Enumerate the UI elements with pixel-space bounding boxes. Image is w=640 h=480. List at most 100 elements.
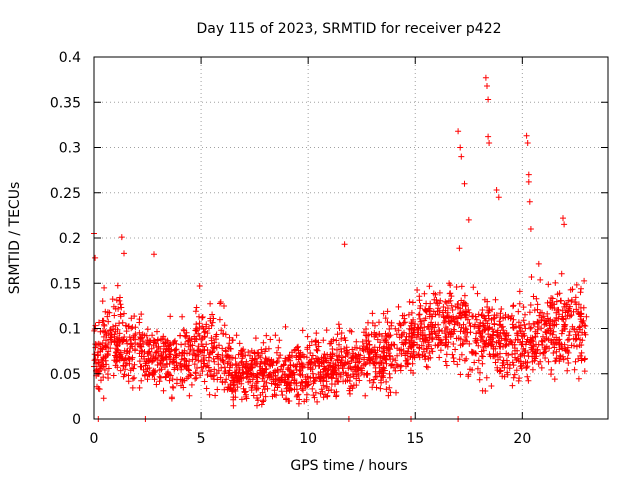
- data-point: [406, 298, 413, 305]
- data-point: [538, 337, 545, 344]
- data-point: [376, 331, 383, 338]
- data-point: [182, 362, 189, 369]
- data-point: [459, 341, 466, 348]
- data-point: [447, 318, 454, 324]
- data-point: [309, 385, 316, 392]
- data-point: [250, 372, 257, 379]
- data-point: [211, 339, 218, 346]
- data-point: [573, 281, 580, 288]
- data-point: [422, 315, 429, 322]
- data-point: [302, 382, 308, 389]
- data-point: [382, 338, 389, 344]
- data-point: [153, 349, 160, 356]
- data-point: [475, 357, 482, 364]
- data-point: [279, 368, 286, 375]
- data-point: [580, 317, 587, 324]
- data-point: [502, 333, 509, 339]
- data-point: [496, 318, 503, 325]
- y-axis-label: SRMTID / TECUs: [7, 182, 23, 295]
- data-point: [456, 245, 463, 252]
- data-point: [564, 355, 571, 362]
- data-point: [299, 327, 306, 334]
- data-point: [136, 329, 143, 336]
- data-point: [268, 380, 275, 387]
- data-point: [92, 322, 99, 329]
- data-point: [376, 368, 383, 375]
- data-point: [581, 329, 588, 336]
- data-point: [579, 337, 586, 344]
- data-point: [139, 338, 146, 345]
- data-point: [111, 333, 118, 340]
- data-point: [386, 326, 393, 332]
- data-point: [217, 300, 223, 307]
- data-point: [214, 386, 221, 393]
- data-point: [456, 310, 463, 317]
- data-point: [540, 333, 546, 340]
- data-point: [458, 283, 465, 290]
- data-point: [296, 366, 303, 373]
- data-point: [211, 358, 218, 365]
- data-point: [467, 329, 474, 336]
- data-point: [277, 352, 284, 359]
- data-point: [215, 355, 222, 361]
- data-point: [455, 128, 462, 135]
- data-point: [212, 392, 219, 399]
- data-point: [299, 363, 306, 370]
- data-point: [392, 357, 399, 364]
- data-point: [485, 133, 492, 140]
- data-point: [335, 354, 342, 360]
- data-point: [209, 311, 216, 318]
- data-point: [179, 313, 186, 320]
- data-point: [395, 303, 402, 310]
- data-point: [582, 323, 589, 329]
- data-point: [144, 326, 151, 333]
- data-point: [292, 346, 299, 353]
- data-point: [248, 347, 255, 354]
- data-point: [160, 362, 166, 369]
- data-point: [110, 372, 117, 379]
- data-point: [470, 284, 477, 291]
- data-point: [359, 338, 366, 345]
- data-point: [481, 340, 488, 347]
- data-point: [228, 372, 235, 379]
- data-point: [96, 319, 102, 326]
- data-point: [432, 330, 439, 337]
- data-point: [517, 328, 524, 335]
- data-point: [391, 364, 397, 371]
- data-point: [177, 360, 184, 367]
- data-point: [336, 341, 342, 348]
- grid: [94, 57, 608, 419]
- data-point: [527, 302, 534, 308]
- data-point: [346, 387, 353, 394]
- data-point: [169, 383, 176, 390]
- data-point: [426, 350, 433, 356]
- data-point: [458, 297, 465, 304]
- data-point: [358, 370, 365, 376]
- data-point: [275, 344, 282, 351]
- data-point: [545, 281, 552, 288]
- data-point: [547, 330, 554, 337]
- data-point: [211, 376, 217, 383]
- data-point: [498, 335, 505, 342]
- data-point: [490, 345, 497, 352]
- data-point: [297, 354, 304, 361]
- data-point: [112, 322, 119, 329]
- data-point: [446, 329, 453, 336]
- data-point: [247, 366, 253, 373]
- data-point: [440, 304, 447, 310]
- data-point: [461, 357, 468, 364]
- data-point: [322, 355, 329, 362]
- data-point: [365, 331, 372, 338]
- data-point: [350, 350, 357, 357]
- data-point: [174, 365, 181, 372]
- data-point: [565, 297, 572, 304]
- data-point: [167, 341, 174, 348]
- data-point: [421, 353, 428, 360]
- data-point: [237, 351, 244, 357]
- data-point: [537, 309, 544, 316]
- data-point: [535, 260, 542, 267]
- data-point: [343, 372, 350, 379]
- data-point: [355, 359, 362, 366]
- data-point: [99, 298, 106, 305]
- data-point: [518, 332, 525, 339]
